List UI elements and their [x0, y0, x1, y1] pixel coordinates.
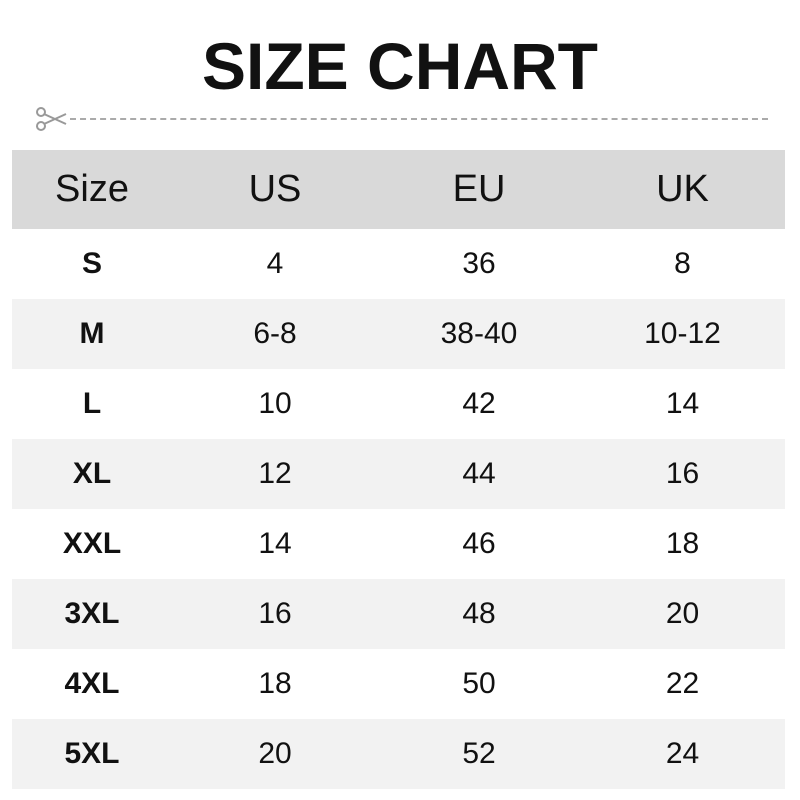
cell-us: 20: [258, 737, 292, 770]
cell-uk: 16: [665, 457, 700, 490]
table-row: XL 12 44 16: [12, 439, 785, 509]
cell-size: 3XL: [64, 597, 120, 630]
table-row: 4XL 18 50 22: [12, 649, 785, 719]
size-table: Size US EU UK S 4 36 8 M 6-8 38-40 10-12 L 10 42 14…: [12, 150, 785, 789]
table-header: Size US EU UK: [12, 150, 785, 229]
cell-size: XL: [72, 457, 112, 490]
cell-uk: 22: [665, 667, 700, 700]
header-eu: EU: [452, 168, 506, 210]
cell-eu: 44: [462, 457, 496, 490]
scissors-icon: [36, 107, 67, 131]
cell-eu: 38-40: [440, 317, 518, 350]
cell-uk: 14: [665, 387, 700, 420]
cell-eu: 42: [462, 387, 496, 420]
cell-eu: 36: [462, 247, 496, 280]
cell-us: 16: [258, 597, 292, 630]
cell-size: S: [81, 247, 102, 280]
cell-uk: 24: [665, 737, 700, 770]
cell-us: 14: [258, 527, 292, 560]
cell-uk: 20: [665, 597, 700, 630]
cell-us: 18: [258, 667, 292, 700]
cell-size: L: [82, 387, 102, 420]
page-title: SIZE CHART: [202, 29, 598, 103]
header-size: Size: [55, 168, 129, 210]
cell-size: M: [79, 317, 105, 350]
cut-line: [34, 106, 768, 132]
table-row: L 10 42 14: [12, 369, 785, 439]
cell-size: 5XL: [64, 737, 120, 770]
header-us: US: [248, 168, 302, 210]
table-row: S 4 36 8: [12, 229, 785, 299]
cell-size: XXL: [62, 527, 122, 560]
cell-us: 4: [266, 247, 284, 280]
cell-uk: 18: [665, 527, 700, 560]
header-uk: UK: [656, 168, 709, 210]
cell-eu: 52: [462, 737, 496, 770]
cell-uk: 8: [674, 247, 691, 280]
table-row: XXL 14 46 18: [12, 509, 785, 579]
cell-us: 6-8: [253, 317, 297, 350]
table-row: 5XL 20 52 24: [12, 719, 785, 789]
cell-eu: 50: [462, 667, 496, 700]
cell-uk: 10-12: [644, 317, 721, 350]
table-row: M 6-8 38-40 10-12: [12, 299, 785, 369]
cell-eu: 46: [462, 527, 496, 560]
cell-us: 12: [258, 457, 292, 490]
table-row: 3XL 16 48 20: [12, 579, 785, 649]
cell-us: 10: [258, 387, 292, 420]
cell-eu: 48: [462, 597, 496, 630]
cell-size: 4XL: [64, 667, 120, 700]
